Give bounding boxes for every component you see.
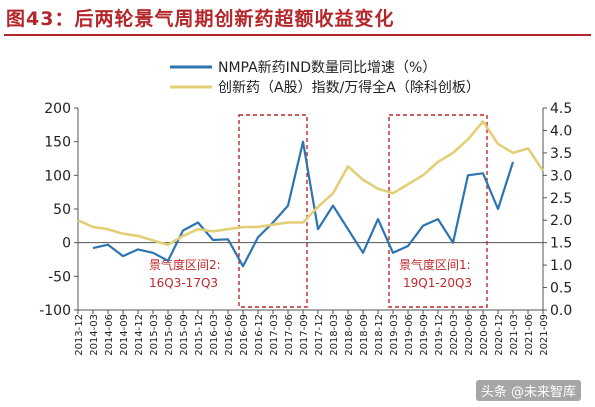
annotation-label: 景气度区间1:	[399, 257, 471, 272]
x-tick-label: 2014-03	[89, 314, 100, 356]
x-tick-label: 2020-03	[449, 314, 460, 356]
x-tick-label: 2021-06	[524, 314, 535, 356]
y-right-tick-label: 3.0	[550, 168, 572, 184]
y-left-tick-label: 200	[44, 101, 71, 117]
x-tick-label: 2020-06	[464, 314, 475, 356]
annotation-box	[388, 114, 488, 308]
x-tick-label: 2015-12	[194, 314, 205, 356]
y-right-tick-label: 2.5	[550, 191, 572, 207]
legend-label-1: NMPA新药IND数量同比增速（%）	[218, 60, 436, 76]
x-tick-label: 2015-09	[179, 314, 190, 356]
annotation-sublabel: 19Q1-20Q3	[403, 276, 472, 290]
y-right-tick-label: 0.5	[550, 281, 572, 297]
x-tick-label: 2016-03	[209, 314, 220, 356]
y-left-tick-label: 50	[53, 202, 71, 218]
x-tick-label: 2016-06	[224, 314, 235, 356]
x-tick-label: 2021-03	[509, 314, 520, 356]
y-right-tick-label: 1.5	[550, 236, 572, 252]
x-tick-label: 2019-12	[434, 314, 445, 356]
y-left-tick-label: 0	[62, 236, 71, 252]
x-tick-label: 2014-12	[134, 314, 145, 356]
legend-label-2: 创新药（A股）指数/万得全A（除科创板）	[218, 79, 480, 96]
x-tick-label: 2018-03	[329, 314, 340, 356]
x-tick-label: 2019-09	[419, 314, 430, 356]
x-tick-label: 2021-09	[539, 314, 550, 356]
x-tick-label: 2014-09	[119, 314, 130, 356]
y-left-tick-label: 100	[44, 168, 71, 184]
y-right-tick-label: 4.5	[550, 101, 572, 117]
x-tick-label: 2017-12	[314, 314, 325, 356]
y-left-tick-label: -100	[39, 303, 71, 319]
annotation-sublabel: 16Q3-17Q3	[149, 276, 218, 290]
x-tick-label: 2017-03	[269, 314, 280, 356]
series-line-2	[77, 120, 545, 247]
x-tick-label: 2018-09	[359, 314, 370, 356]
x-tick-label: 2020-09	[479, 314, 490, 356]
figure-title: 图43：后两轮景气周期创新药超额收益变化	[6, 8, 395, 30]
x-tick-label: 2016-09	[239, 314, 250, 356]
y-right-tick-label: 4.0	[550, 123, 572, 139]
y-left-tick-label: 150	[44, 135, 71, 151]
x-tick-label: 2019-03	[389, 314, 400, 356]
series-line-1	[92, 140, 515, 268]
y-right-tick-label: 2.0	[550, 213, 572, 229]
x-tick-label: 2017-06	[284, 314, 295, 356]
x-tick-label: 2017-09	[299, 314, 310, 356]
x-tick-label: 2015-03	[149, 314, 160, 356]
x-tick-label: 2020-12	[494, 314, 505, 356]
x-tick-label: 2013-12	[74, 314, 85, 356]
title-rule	[4, 34, 591, 36]
y-right-tick-label: 3.5	[550, 146, 572, 162]
annotation-label: 景气度区间2:	[149, 257, 221, 272]
x-tick-label: 2019-06	[404, 314, 415, 356]
x-tick-label: 2018-06	[344, 314, 355, 356]
x-tick-label: 2018-12	[374, 314, 385, 356]
x-tick-label: 2014-06	[104, 314, 115, 356]
x-tick-label: 2016-12	[254, 314, 265, 356]
annotation-box	[238, 114, 308, 308]
watermark: 头条 @未来智库	[475, 380, 581, 401]
y-right-tick-label: 0.0	[550, 303, 572, 319]
y-left-tick-label: -50	[48, 269, 71, 285]
x-tick-label: 2015-06	[164, 314, 175, 356]
y-right-tick-label: 1.0	[550, 258, 572, 274]
